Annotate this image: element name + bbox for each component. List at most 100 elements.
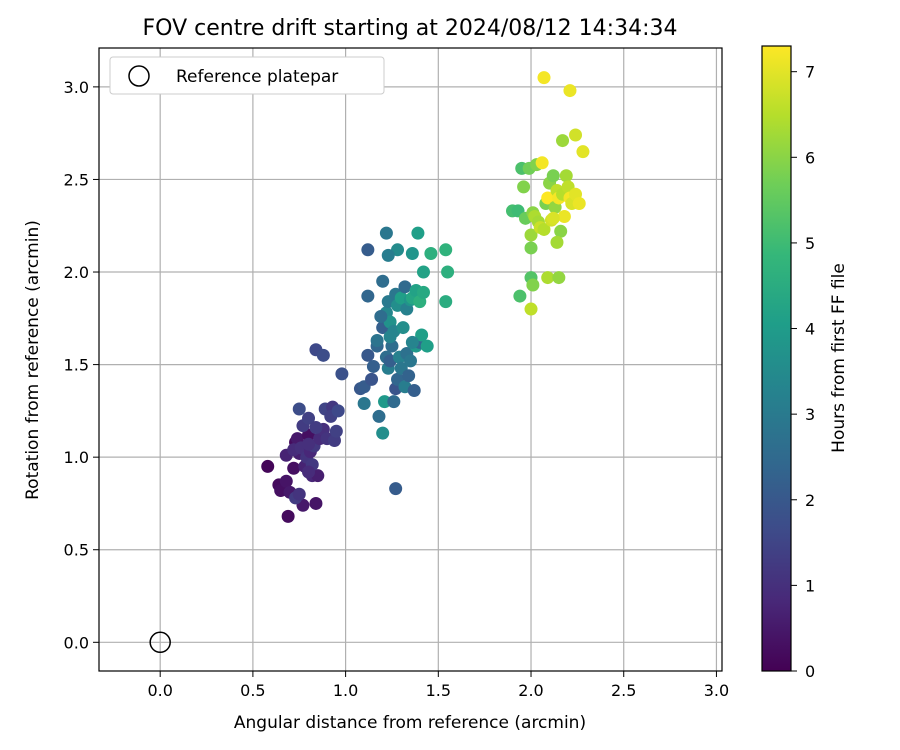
- data-point: [535, 156, 549, 170]
- data-point: [370, 334, 384, 348]
- colorbar-ticks: 0 1 2 3 4 5 6 7: [791, 63, 815, 681]
- data-point: [374, 309, 388, 323]
- data-point: [537, 222, 551, 236]
- legend-box: [109, 56, 385, 95]
- data-point: [302, 437, 316, 451]
- data-point: [378, 395, 392, 409]
- data-point: [309, 496, 323, 510]
- colorbar-tick-label: 0: [805, 662, 815, 681]
- data-point: [329, 424, 343, 438]
- data-point: [279, 474, 293, 488]
- x-axis-label: Angular distance from reference (arcmin): [234, 713, 586, 733]
- data-point: [416, 265, 430, 279]
- colorbar-label: Hours from first FF file: [829, 263, 849, 453]
- colorbar-tick-label: 1: [805, 576, 815, 595]
- data-point: [389, 482, 403, 496]
- data-point: [292, 402, 306, 416]
- data-point: [526, 278, 540, 292]
- data-point: [550, 235, 564, 249]
- data-point: [398, 280, 412, 294]
- data-point: [361, 243, 375, 257]
- data-point: [541, 271, 555, 285]
- grid-lines: [99, 48, 722, 671]
- plot-frame: [98, 47, 723, 672]
- data-point: [372, 409, 386, 423]
- colorbar-tick-label: 3: [805, 405, 815, 424]
- data-point: [287, 461, 301, 475]
- data-point: [402, 369, 416, 383]
- data-point: [383, 330, 397, 344]
- data-point: [563, 84, 577, 98]
- data-point: [524, 302, 538, 316]
- data-point: [361, 348, 375, 362]
- x-tick-label: 2.5: [611, 681, 636, 700]
- data-point: [517, 180, 531, 194]
- data-point: [292, 487, 306, 501]
- data-point: [554, 224, 568, 238]
- colorbar-tick-label: 2: [805, 491, 815, 510]
- legend-label: Reference platepar: [176, 67, 338, 87]
- data-point: [524, 241, 538, 255]
- x-tick-label: 1.5: [426, 681, 451, 700]
- data-point: [379, 226, 393, 240]
- data-point: [424, 247, 438, 261]
- data-point: [302, 411, 316, 425]
- data-point: [537, 71, 551, 85]
- data-point: [335, 367, 349, 381]
- colorbar-tick-label: 4: [805, 320, 815, 339]
- reference-platepar-marker: [149, 631, 171, 654]
- colorbar-gradient: [761, 45, 792, 672]
- data-point: [366, 359, 380, 373]
- data-point: [439, 295, 453, 309]
- y-tick-label: 0.5: [64, 541, 89, 560]
- data-point: [404, 354, 417, 368]
- data-point: [576, 145, 590, 159]
- data-point: [387, 395, 401, 409]
- data-point: [439, 243, 453, 257]
- y-tick-label: 2.5: [64, 170, 89, 189]
- chart-title: FOV centre drift starting at 2024/08/12 …: [143, 16, 678, 41]
- y-tick-label: 3.0: [64, 78, 89, 97]
- data-point: [316, 348, 330, 362]
- data-point: [331, 404, 345, 418]
- data-point: [261, 459, 275, 473]
- data-point: [361, 289, 375, 303]
- x-tick-label: 0.0: [147, 681, 172, 700]
- data-point: [541, 191, 555, 205]
- data-points: [261, 71, 590, 523]
- data-point: [546, 211, 560, 225]
- y-axis-ticks: 0.0 0.5 1.0 1.5 2.0 2.5 3.0: [64, 78, 99, 652]
- data-point: [376, 426, 390, 440]
- data-point: [572, 197, 586, 211]
- data-point: [302, 465, 316, 479]
- y-tick-label: 2.0: [64, 263, 89, 282]
- y-axis-label: Rotation from reference (arcmin): [23, 220, 43, 500]
- data-point: [411, 226, 425, 240]
- x-tick-label: 1.0: [333, 681, 358, 700]
- x-tick-label: 0.5: [240, 681, 265, 700]
- y-tick-label: 1.5: [64, 356, 89, 375]
- data-point: [407, 384, 421, 398]
- data-point: [357, 396, 371, 410]
- x-tick-label: 3.0: [704, 681, 729, 700]
- data-point: [546, 169, 560, 183]
- x-tick-label: 2.0: [518, 681, 543, 700]
- data-point: [309, 421, 323, 435]
- y-tick-label: 1.0: [64, 448, 89, 467]
- data-point: [281, 509, 295, 523]
- data-point: [513, 289, 527, 303]
- data-point: [405, 335, 419, 349]
- data-point: [365, 372, 379, 386]
- colorbar: 0 1 2 3 4 5 6 7 Hours from first FF file: [761, 45, 849, 681]
- colorbar-tick-label: 6: [805, 148, 815, 167]
- data-point: [569, 128, 583, 142]
- x-axis-ticks: 0.0 0.5 1.0 1.5 2.0 2.5 3.0: [147, 671, 729, 700]
- legend: Reference platepar: [109, 56, 385, 95]
- colorbar-tick-label: 7: [805, 63, 815, 82]
- y-tick-label: 0.0: [64, 633, 89, 652]
- data-point: [524, 228, 538, 242]
- colorbar-tick-label: 5: [805, 234, 815, 253]
- data-point: [420, 339, 434, 353]
- data-point: [381, 248, 395, 262]
